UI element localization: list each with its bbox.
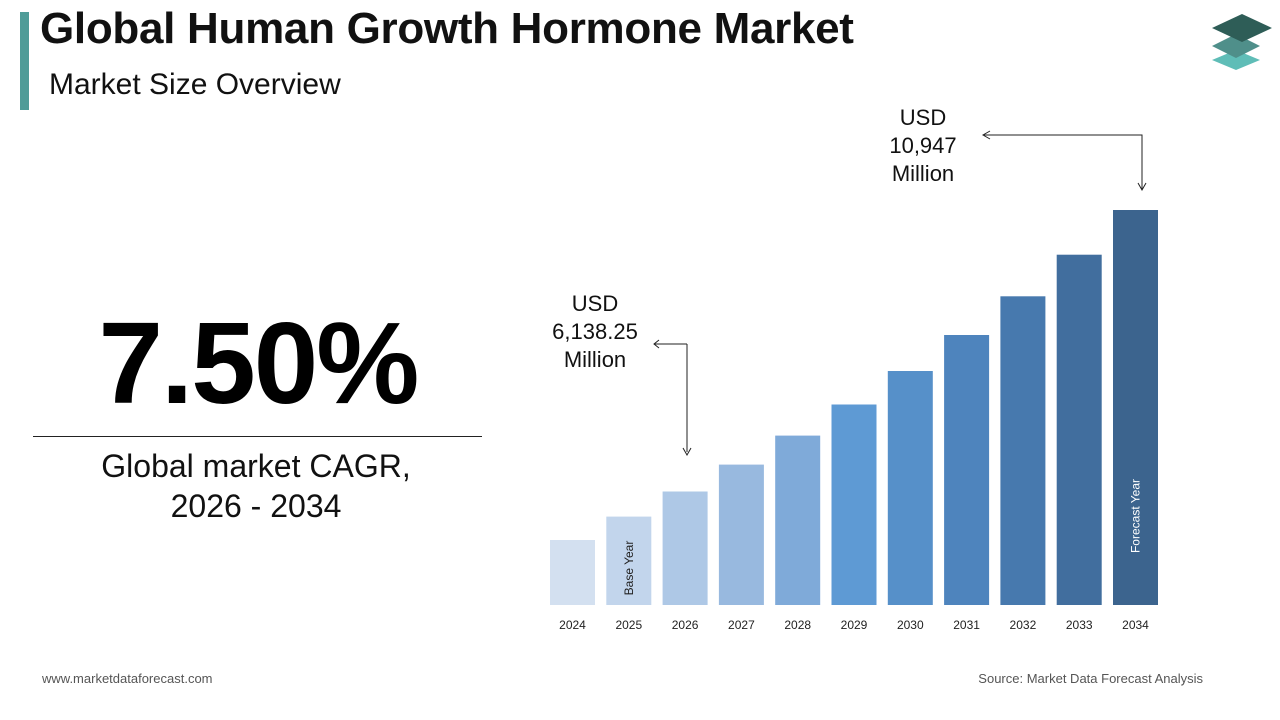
bar-2026: [662, 491, 708, 605]
page-subtitle: Market Size Overview: [49, 68, 341, 101]
chart-bars: [550, 210, 1158, 605]
arrow-2034-head-left: [981, 130, 991, 140]
arrow-2026-head-down: [682, 447, 692, 457]
logo-layer-top: [1212, 14, 1272, 42]
bar-2030: [887, 371, 933, 605]
bar-2027: [718, 464, 764, 605]
cagr-label: Global market CAGR, 2026 - 2034: [33, 446, 479, 526]
bar-2034: [1113, 210, 1158, 605]
bar-label-2025: Base Year: [622, 541, 636, 596]
bar-2025: [606, 516, 652, 605]
chart-bar-labels: Base Year Forecast Year: [622, 479, 1143, 595]
cagr-label-line2: 2026 - 2034: [170, 488, 342, 524]
tick-label-2026: 2026: [672, 618, 699, 632]
annotation-2026-line1: USD: [571, 291, 619, 316]
annotation-arrows: [653, 130, 1147, 457]
tick-label-2029: 2029: [841, 618, 868, 632]
bar-2031: [944, 335, 990, 605]
tick-label-2032: 2032: [1010, 618, 1037, 632]
cagr-value: 7.50%: [98, 298, 420, 428]
bar-2029: [831, 404, 877, 605]
tick-label-2031: 2031: [953, 618, 980, 632]
bar-2032: [1000, 296, 1046, 605]
annotation-2026-value: 6,138.25: [552, 319, 638, 344]
tick-label-2030: 2030: [897, 618, 924, 632]
cagr-label-line1: Global market CAGR,: [101, 448, 411, 484]
source-note: Source: Market Data Forecast Analysis: [978, 671, 1203, 686]
cagr-divider: [33, 436, 482, 437]
bar-2024: [550, 540, 595, 605]
arrow-2034-line: [984, 134, 1143, 189]
annotation-2034-value: 10,947: [889, 133, 957, 158]
stacked-layers-icon: [1212, 14, 1272, 70]
chart-tick-labels: 2024 2025 2026 2027 2028 2029 2030 2031 2032 2033…: [559, 618, 1149, 632]
tick-label-2027: 2027: [728, 618, 755, 632]
tick-label-2028: 2028: [784, 618, 811, 632]
annotation-2026-line3: Million: [563, 347, 627, 372]
arrow-2034-head-down: [1137, 182, 1147, 192]
page-title: Global Human Growth Hormone Market: [40, 4, 854, 53]
annotation-2034-line1: USD: [899, 105, 947, 130]
tick-label-2025: 2025: [615, 618, 642, 632]
tick-label-2034: 2034: [1122, 618, 1149, 632]
annotation-2034-line3: Million: [891, 161, 955, 186]
annotation-2026: USD 6,138.25 Million: [540, 290, 650, 374]
title-accent-bar: [20, 12, 29, 110]
tick-label-2024: 2024: [559, 618, 586, 632]
tick-label-2033: 2033: [1066, 618, 1093, 632]
bar-2028: [775, 435, 821, 605]
logo-layer-middle: [1212, 34, 1260, 58]
website-link[interactable]: www.marketdataforecast.com: [42, 671, 213, 686]
bar-2033: [1056, 254, 1102, 605]
logo-layer-bottom: [1212, 50, 1260, 70]
annotation-2034: USD 10,947 Million: [868, 104, 978, 188]
bar-label-2034: Forecast Year: [1129, 479, 1143, 553]
